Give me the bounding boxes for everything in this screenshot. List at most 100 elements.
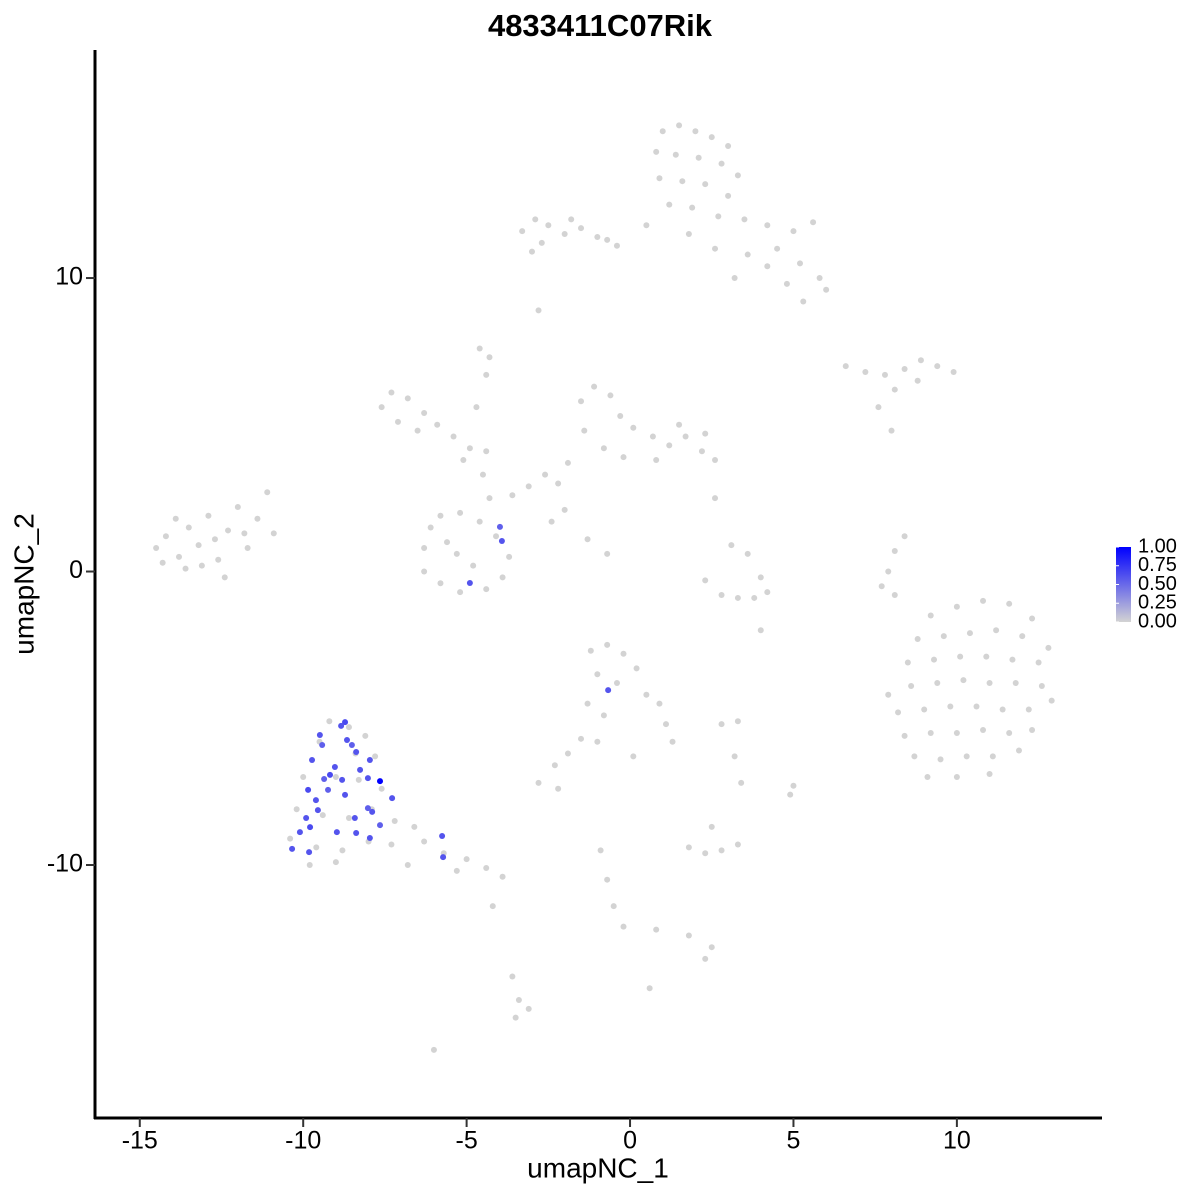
cell-point [450, 433, 457, 440]
cell-point [205, 512, 212, 519]
cell-point [307, 824, 314, 831]
cell-point [357, 766, 364, 773]
cell-point [610, 903, 617, 910]
cell-point [578, 735, 585, 742]
cell-point [421, 410, 428, 417]
cell-point [604, 550, 611, 557]
cell-point [525, 1005, 532, 1012]
cell-point [342, 719, 349, 726]
cell-point [369, 808, 376, 815]
cell-point [620, 454, 627, 461]
cell-point [600, 445, 607, 452]
cell-point [414, 427, 421, 434]
cell-point [509, 973, 516, 980]
cell-point [587, 647, 594, 654]
cell-point [377, 822, 384, 829]
cell-point [885, 568, 892, 575]
cell-point [234, 503, 241, 510]
cell-point [466, 579, 473, 586]
cell-point [345, 815, 352, 822]
cell-point [787, 791, 794, 798]
cell-point [620, 923, 627, 930]
cell-point [460, 457, 467, 464]
cell-point [914, 636, 921, 643]
cell-point [499, 574, 506, 581]
cell-point [963, 753, 970, 760]
colorbar-tick-label: 0.75 [1138, 554, 1177, 576]
cell-point [702, 577, 709, 584]
cell-point [499, 873, 506, 880]
cell-point [338, 722, 345, 729]
y-tick-label: 10 [55, 263, 83, 291]
cell-point [551, 762, 558, 769]
cell-point [555, 785, 562, 792]
cell-point [378, 785, 385, 792]
cell-point [842, 363, 849, 370]
cell-point [538, 239, 545, 246]
cell-point [605, 687, 612, 694]
cell-point [221, 574, 228, 581]
cell-point [1029, 615, 1036, 622]
cell-point [764, 263, 771, 270]
cell-point [564, 750, 571, 757]
cell-point [685, 932, 692, 939]
cell-point [241, 530, 248, 537]
cell-point [931, 656, 938, 663]
cell-point [548, 518, 555, 525]
cell-point [764, 222, 771, 229]
cell-point [764, 589, 771, 596]
cell-point [195, 542, 202, 549]
cell-point [685, 844, 692, 851]
cell-point [372, 753, 379, 760]
cell-point [159, 559, 166, 566]
cell-point [339, 776, 346, 783]
cell-point [734, 841, 741, 848]
cell-point [980, 597, 987, 604]
cell-point [421, 838, 428, 845]
cell-point [875, 404, 882, 411]
cell-point [891, 547, 898, 554]
cell-point [953, 603, 960, 610]
cell-point [731, 753, 738, 760]
cell-point [669, 738, 676, 745]
cell-point [751, 594, 758, 601]
cell-point [682, 433, 689, 440]
cell-point [862, 368, 869, 375]
cell-point [993, 627, 1000, 634]
cell-point [326, 718, 333, 725]
cell-point [584, 700, 591, 707]
cell-point [473, 404, 480, 411]
cell-point [947, 703, 954, 710]
cell-point [162, 533, 169, 540]
cell-point [924, 773, 931, 780]
cell-point [353, 830, 360, 837]
cell-point [314, 807, 321, 814]
cell-point [953, 773, 960, 780]
cell-point [333, 829, 340, 836]
cell-point [509, 492, 516, 499]
cell-point [444, 539, 451, 546]
cell-point [881, 371, 888, 378]
cell-point [741, 216, 748, 223]
cell-point [702, 955, 709, 962]
cell-point [934, 680, 941, 687]
cell-point [708, 134, 715, 141]
cell-point [388, 841, 395, 848]
cell-point [911, 753, 918, 760]
cell-point [483, 371, 490, 378]
cell-point [498, 538, 505, 545]
cell-point [457, 509, 464, 516]
cell-point [321, 776, 328, 783]
cell-point [225, 527, 232, 534]
cell-point [466, 445, 473, 452]
cell-point [1015, 747, 1022, 754]
cell-point [506, 553, 513, 560]
cell-point [244, 545, 251, 552]
cell-point [411, 823, 418, 830]
cell-point [182, 565, 189, 572]
x-tick-label: 5 [787, 1127, 801, 1155]
cell-point [725, 142, 732, 149]
y-tick-label: 0 [69, 556, 83, 584]
cell-point [725, 192, 732, 199]
cell-point [568, 216, 575, 223]
